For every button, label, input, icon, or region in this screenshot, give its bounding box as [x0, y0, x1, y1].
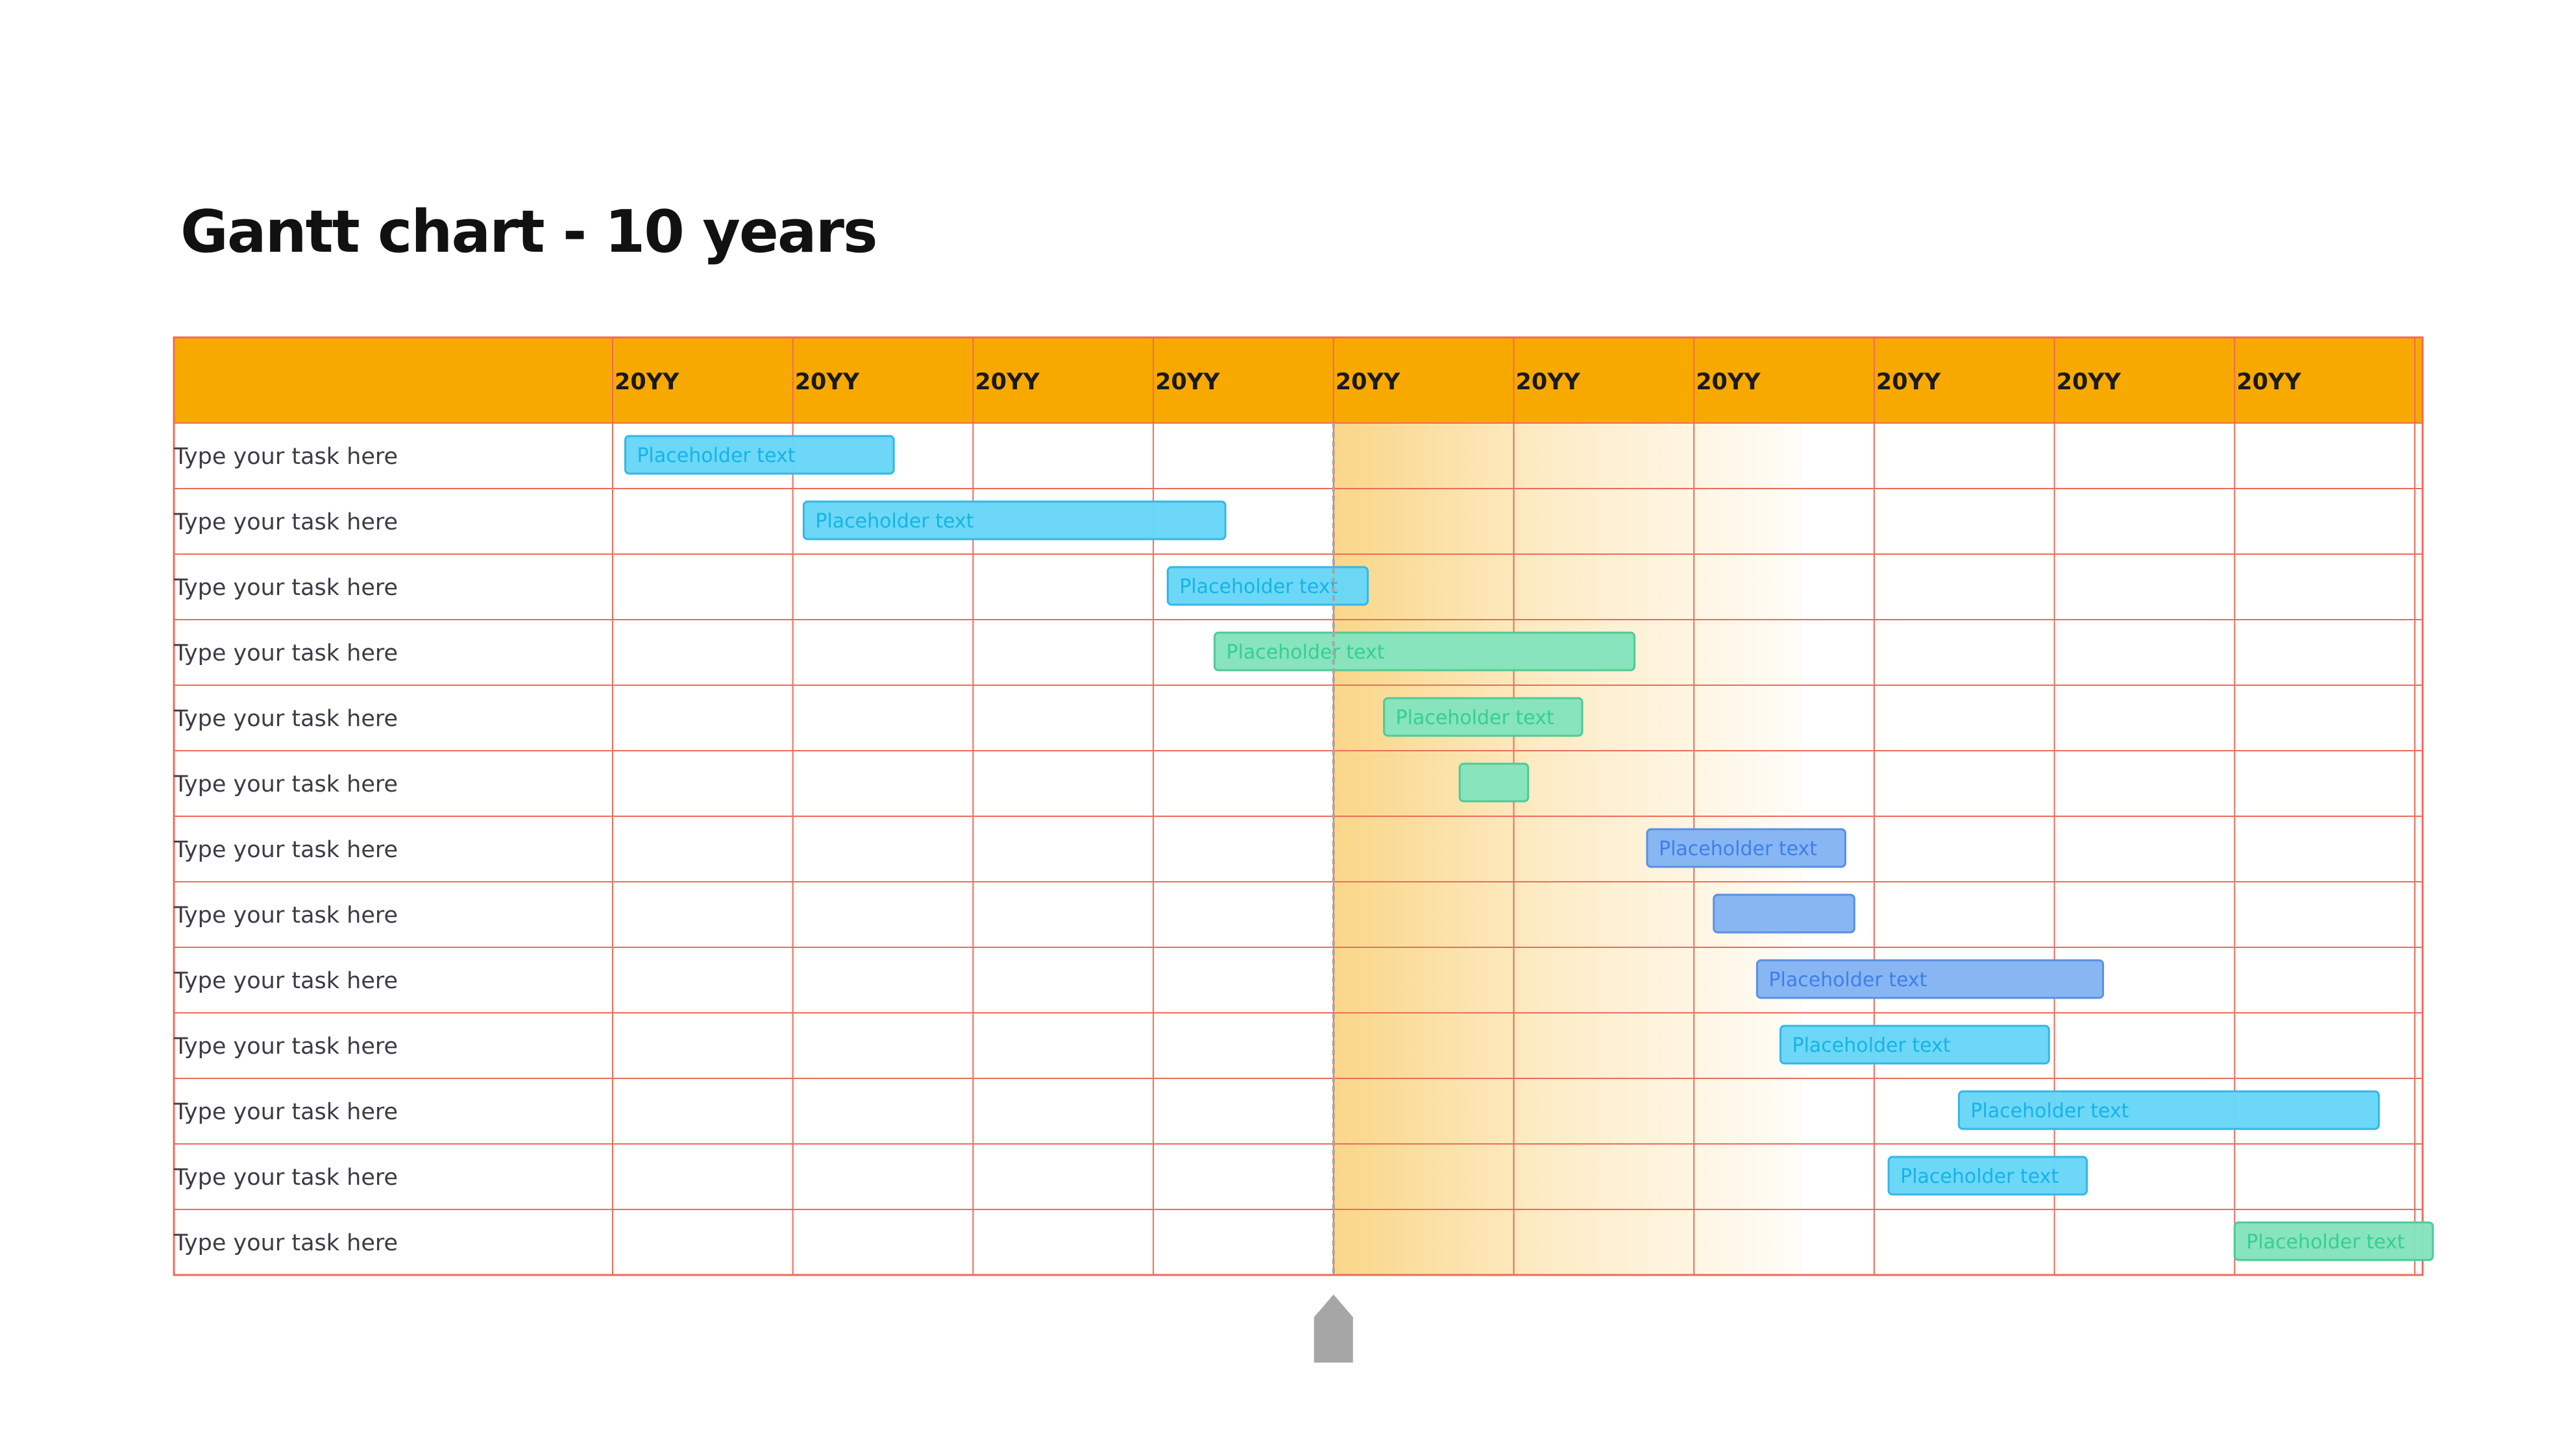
year-label: 20YY: [975, 369, 1040, 395]
current-time-marker-icon: [1314, 1294, 1353, 1363]
task-label: Type your task here: [173, 968, 398, 994]
task-bar: [1887, 1156, 2088, 1196]
task-bar: [1166, 566, 1369, 606]
task-bar: [1713, 893, 1855, 934]
page-title: Gantt chart - 10 years: [180, 198, 878, 266]
task-label: Type your task here: [173, 903, 398, 928]
task-bar-label: Placeholder text: [1396, 707, 1554, 729]
task-bar-label: Placeholder text: [1970, 1100, 2129, 1122]
year-label: 20YY: [2057, 369, 2122, 395]
task-label: Type your task here: [173, 1099, 398, 1125]
year-label: 20YY: [1336, 369, 1400, 395]
task-bar: [1755, 959, 2105, 999]
task-bar-label: Placeholder text: [1227, 641, 1385, 664]
task-bar-label: Placeholder text: [1768, 969, 1927, 991]
task-label: Type your task here: [173, 706, 398, 732]
task-bar-label: Placeholder text: [2246, 1231, 2404, 1254]
chart-border: [173, 336, 2424, 1276]
year-label: 20YY: [1696, 369, 1761, 395]
header-band: [174, 337, 2423, 423]
task-bar: [1214, 631, 1636, 672]
year-label: 20YY: [795, 369, 860, 395]
task-bar: [624, 435, 895, 475]
year-label: 20YY: [1876, 369, 1941, 395]
year-label: 20YY: [1516, 369, 1581, 395]
task-bar-label: Placeholder text: [1792, 1034, 1950, 1057]
task-label: Type your task here: [173, 1230, 398, 1256]
year-label: 20YY: [1155, 369, 1220, 395]
task-label: Type your task here: [173, 837, 398, 863]
task-bar: [2233, 1221, 2434, 1261]
task-label: Type your task here: [173, 1165, 398, 1191]
task-label: Type your task here: [173, 444, 398, 470]
task-bar: [802, 500, 1227, 540]
task-bar-label: Placeholder text: [815, 510, 973, 533]
year-label: 20YY: [2236, 369, 2301, 395]
task-label: Type your task here: [173, 640, 398, 666]
task-bar-label: Placeholder text: [637, 444, 795, 467]
task-bar: [1779, 1025, 2050, 1065]
task-label: Type your task here: [173, 771, 398, 797]
task-bar: [1646, 828, 1846, 868]
task-bar: [1383, 697, 1584, 737]
year-label: 20YY: [615, 369, 679, 395]
task-bar-label: Placeholder text: [1659, 838, 1817, 860]
task-bar-label: Placeholder text: [1179, 576, 1338, 598]
task-label: Type your task here: [173, 1034, 398, 1060]
task-bar-label: Placeholder text: [1900, 1165, 2059, 1188]
task-bar: [1957, 1090, 2380, 1130]
task-bar: [1458, 762, 1530, 803]
task-label: Type your task here: [173, 509, 398, 535]
task-label: Type your task here: [173, 575, 398, 601]
